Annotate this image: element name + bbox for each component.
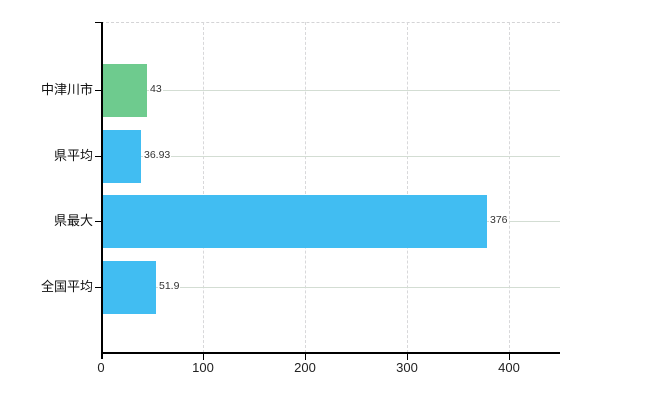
y-axis-top-tick xyxy=(95,22,101,23)
horizontal-gridline xyxy=(103,287,560,288)
x-tick-label-1: 100 xyxy=(192,360,214,375)
y-axis-tick xyxy=(95,156,101,157)
category-label-1: 県平均 xyxy=(53,148,93,163)
bar-value-label: 36.93 xyxy=(143,149,172,162)
horizontal-gridline xyxy=(103,90,560,91)
y-axis-line xyxy=(101,22,103,359)
horizontal-gridline xyxy=(103,156,560,157)
plot-area-top-border xyxy=(101,22,560,23)
bar-3 xyxy=(103,260,156,314)
x-tick-label-3: 300 xyxy=(396,360,418,375)
bar-value-label: 376 xyxy=(489,214,509,227)
vertical-gridline xyxy=(509,22,510,353)
category-label-3: 全国平均 xyxy=(40,279,93,294)
x-axis-tick xyxy=(305,354,306,360)
category-label-0: 中津川市 xyxy=(40,82,93,97)
bar-value-label: 43 xyxy=(149,83,163,96)
y-axis-tick xyxy=(95,221,101,222)
y-axis-tick xyxy=(95,90,101,91)
x-tick-label-2: 200 xyxy=(294,360,316,375)
x-axis-tick xyxy=(203,354,204,360)
bar-value-label: 51.9 xyxy=(158,280,181,293)
x-axis-tick xyxy=(509,354,510,360)
x-axis-line xyxy=(101,352,560,354)
x-axis-tick xyxy=(407,354,408,360)
x-tick-label-0: 0 xyxy=(97,360,105,375)
x-tick-label-4: 400 xyxy=(498,360,520,375)
vertical-gridline xyxy=(305,22,306,353)
vertical-gridline xyxy=(407,22,408,353)
bar-1 xyxy=(103,129,141,183)
category-label-2: 県最大 xyxy=(53,213,93,228)
vertical-gridline xyxy=(203,22,204,353)
y-axis-tick xyxy=(95,287,101,288)
bar-0 xyxy=(103,63,147,117)
bar-2 xyxy=(103,194,487,248)
